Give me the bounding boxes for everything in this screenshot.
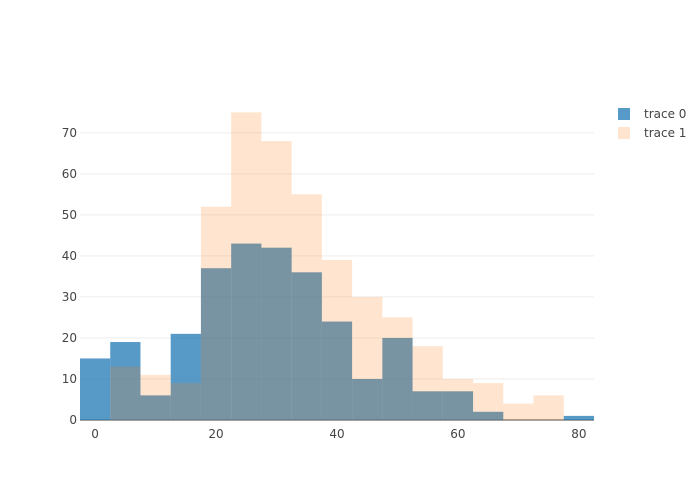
bar-series-1-bin-6[interactable] [261, 141, 292, 420]
bar-series-0-bin-0[interactable] [80, 358, 111, 420]
bar-series-0-bin-11[interactable] [412, 391, 443, 420]
bar-series-0-bin-3[interactable] [170, 333, 201, 420]
legend-swatch-0 [618, 108, 630, 120]
bar-series-0-bin-9[interactable] [352, 378, 383, 420]
bar-series-0-bin-2[interactable] [140, 395, 171, 420]
bar-series-1-bin-12[interactable] [442, 378, 474, 420]
y-tick-label-4: 40 [62, 249, 77, 263]
bar-series-1-bin-2[interactable] [140, 374, 171, 420]
bar-series-1-bin-4[interactable] [200, 206, 232, 420]
bar-series-0-bin-5[interactable] [231, 243, 262, 420]
bar-series-0-bin-1[interactable] [110, 342, 141, 420]
x-axis: 0 20 40 60 80 [91, 427, 586, 441]
legend-item-0[interactable]: trace 0 [618, 107, 686, 121]
bar-series-1-bin-15[interactable] [533, 395, 564, 420]
y-tick-label-7: 70 [62, 126, 77, 140]
bar-series-0-bin-7[interactable] [291, 272, 322, 420]
bar-series-0-bin-12[interactable] [442, 391, 474, 420]
bar-series-0-bin-8[interactable] [321, 321, 353, 420]
bar-series-0-bin-13[interactable] [473, 411, 504, 420]
bar-series-1-bin-7[interactable] [291, 194, 322, 420]
bar-series-1-bin-11[interactable] [412, 346, 443, 420]
series-1 [110, 112, 564, 421]
bar-series-1-bin-3[interactable] [170, 383, 201, 420]
x-tick-label-1: 20 [208, 427, 223, 441]
bar-series-0-bin-10[interactable] [382, 337, 413, 420]
y-tick-label-6: 60 [62, 167, 77, 181]
bar-series-1-bin-9[interactable] [352, 296, 383, 420]
x-tick-label-3: 60 [450, 427, 465, 441]
legend-swatch-1 [618, 127, 630, 139]
legend-item-1[interactable]: trace 1 [618, 126, 686, 140]
y-tick-label-3: 30 [62, 290, 77, 304]
x-tick-label-0: 0 [91, 427, 99, 441]
bar-series-0-bin-6[interactable] [261, 247, 292, 420]
bar-series-1-bin-14[interactable] [503, 403, 534, 420]
bar-series-1-bin-5[interactable] [231, 112, 262, 421]
bar-series-0-bin-16[interactable] [563, 415, 594, 420]
legend-label-0: trace 0 [644, 107, 686, 121]
bar-series-1-bin-8[interactable] [321, 260, 353, 420]
x-tick-label-4: 80 [571, 427, 586, 441]
bar-series-0-bin-4[interactable] [200, 268, 232, 420]
bar-series-1-bin-1[interactable] [110, 366, 141, 420]
x-tick-label-2: 40 [329, 427, 344, 441]
series-0 [80, 243, 594, 420]
y-tick-label-0: 0 [69, 413, 77, 427]
y-tick-label-5: 50 [62, 208, 77, 222]
y-axis: 0 10 20 30 40 50 60 70 [62, 126, 77, 427]
legend: trace 0 trace 1 [618, 107, 686, 140]
y-tick-label-1: 10 [62, 372, 77, 386]
bar-series-1-bin-13[interactable] [473, 383, 504, 420]
bar-series-1-bin-10[interactable] [382, 317, 413, 420]
plot-area[interactable] [80, 112, 594, 421]
grid-lines [80, 132, 594, 421]
y-tick-label-2: 20 [62, 331, 77, 345]
legend-label-1: trace 1 [644, 126, 686, 140]
